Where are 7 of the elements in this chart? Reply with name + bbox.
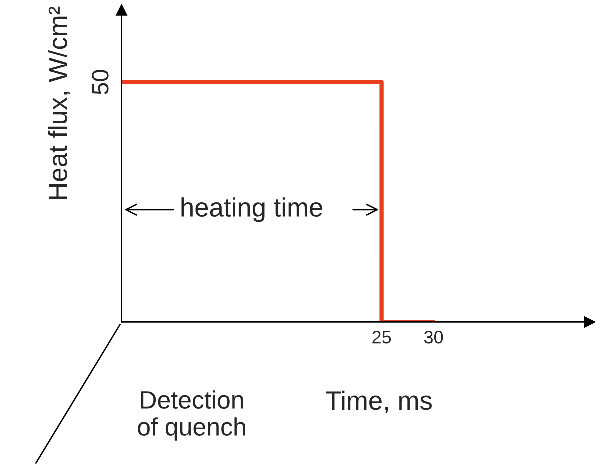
x-tick-label: 25 [372,331,392,344]
annotation: heating time [182,198,323,222]
annotation: 50 [92,70,109,94]
y-axis-title: Heat flux, W/cm² [48,6,71,200]
x-tick-label: 30 [424,331,444,344]
x-axis-title: Time, ms [326,390,432,414]
text: Detection of quench [138,390,246,441]
